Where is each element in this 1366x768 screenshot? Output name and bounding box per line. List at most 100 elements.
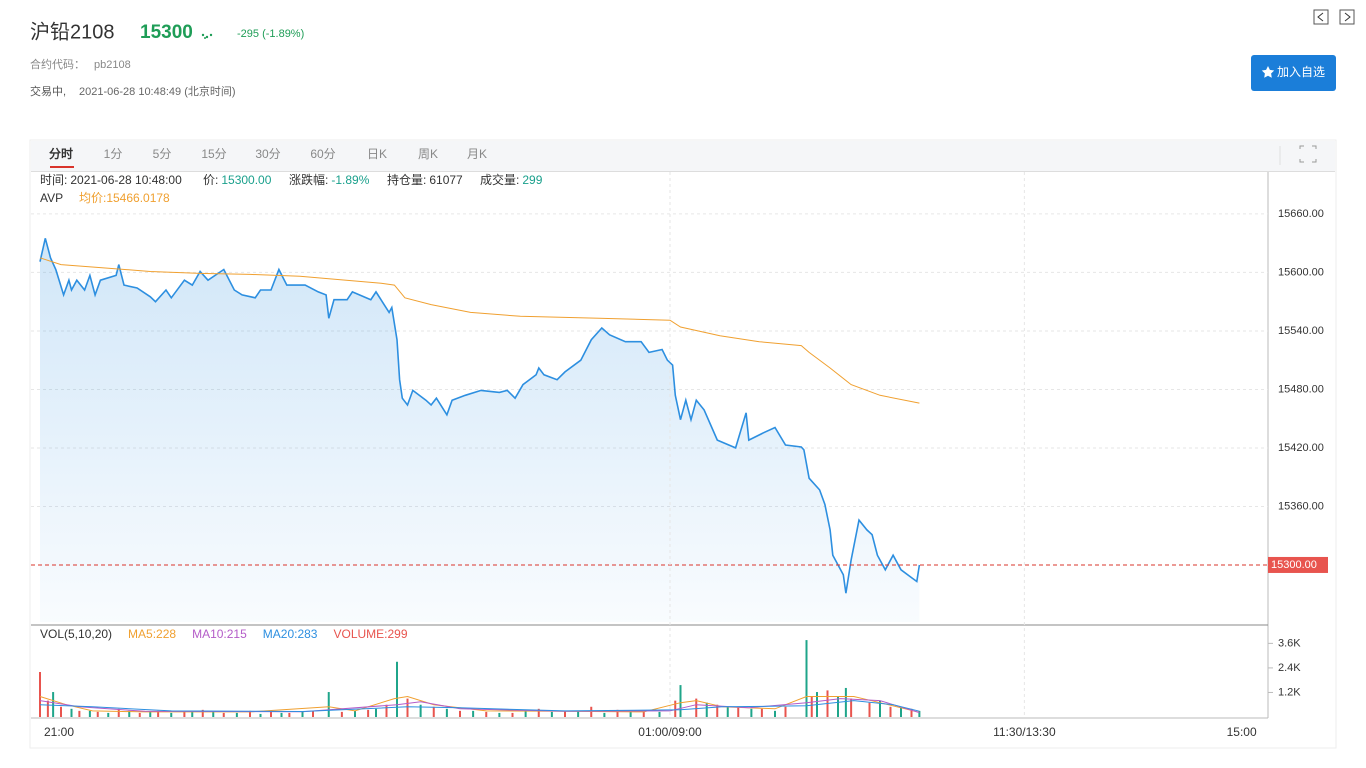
tab[interactable]: 30分 xyxy=(255,147,280,161)
volume-bar xyxy=(511,712,514,717)
volume-bar xyxy=(805,640,808,717)
volume-bar xyxy=(183,711,186,717)
last-price-tag xyxy=(1268,556,1328,573)
info-label: 价: xyxy=(203,173,218,187)
info-label: 持仓量: xyxy=(387,172,426,187)
volume-bar xyxy=(889,706,892,717)
info-label: 时间: xyxy=(40,173,67,187)
volume-bar xyxy=(280,712,283,717)
volume-bar xyxy=(498,712,501,717)
volume-bar xyxy=(138,712,141,717)
info-item: 涨跌幅: -1.89% xyxy=(289,172,370,187)
volume-bar xyxy=(96,711,99,717)
trade-status: 交易中, xyxy=(30,84,66,98)
info-value: 299 xyxy=(522,173,542,187)
volume-bar xyxy=(78,710,81,717)
volume-bar xyxy=(170,712,173,717)
volume-bar xyxy=(385,704,388,717)
y-tick-label: 15540.00 xyxy=(1278,325,1324,337)
volume-bar xyxy=(88,710,91,717)
x-tick-label: 21:00 xyxy=(44,725,74,739)
volume-bar xyxy=(472,710,475,717)
info-value: -1.89% xyxy=(331,173,369,187)
volume-bar xyxy=(774,710,776,717)
volume-bar xyxy=(918,710,921,717)
active-tab-underline xyxy=(50,166,74,168)
tab[interactable]: 1分 xyxy=(104,147,123,161)
volume-bar xyxy=(679,685,682,717)
nav-next[interactable] xyxy=(1339,9,1355,25)
y-tick-label: 15600.00 xyxy=(1278,266,1324,278)
volume-bar xyxy=(249,710,251,717)
tab[interactable]: 5分 xyxy=(153,147,172,161)
tab[interactable]: 周K xyxy=(418,147,438,161)
volume-bar xyxy=(406,698,409,717)
volume-bar xyxy=(716,704,719,717)
avg-price-label: 均价:15466.0178 xyxy=(79,191,170,205)
tab[interactable]: 日K xyxy=(367,147,387,161)
volume-bar xyxy=(837,696,839,717)
info-item: 价: 15300.00 xyxy=(203,173,272,187)
x-tick-label: 15:00 xyxy=(1227,725,1257,739)
volume-bar xyxy=(432,706,435,717)
trend-icon xyxy=(201,33,213,39)
volume-bar xyxy=(327,692,330,717)
info-item: 持仓量: 61077 xyxy=(387,172,463,187)
info-label: 成交量: xyxy=(480,172,519,187)
volume-bar xyxy=(270,711,272,717)
price-area xyxy=(40,238,920,623)
volume-bar xyxy=(577,710,580,717)
volume-bar xyxy=(52,692,55,717)
volume-bar xyxy=(642,711,645,717)
volume-bar xyxy=(658,711,661,717)
volume-bar xyxy=(705,702,708,717)
volume-bar xyxy=(312,710,314,717)
avg-price-line xyxy=(39,257,920,404)
nav-prev[interactable] xyxy=(1313,9,1329,25)
volume-bar xyxy=(128,710,131,717)
code-label: 合约代码： xyxy=(30,57,85,71)
info-item: 成交量: 299 xyxy=(480,172,543,187)
last-price-label: 15300.00 xyxy=(1271,559,1317,571)
legend-entry: MA10:215 xyxy=(192,627,247,641)
y-tick-label: 15660.00 xyxy=(1278,208,1324,220)
volume-bar xyxy=(459,710,461,717)
volume-label: VOLUME:299 xyxy=(333,627,407,641)
y-tick-label: 15420.00 xyxy=(1278,442,1324,454)
volume-bar xyxy=(149,711,152,717)
volume-bar xyxy=(235,712,238,717)
tab[interactable]: 60分 xyxy=(310,147,335,161)
y-tick-label: 1.2K xyxy=(1278,686,1301,698)
volume-bar xyxy=(850,698,853,717)
code: pb2108 xyxy=(94,59,131,71)
fullscreen-icon[interactable] xyxy=(1299,145,1317,163)
volume-bar xyxy=(107,712,110,717)
indicator-label: VOL(5,10,20) xyxy=(40,627,112,641)
volume-bar xyxy=(900,706,902,717)
y-tick-label: 3.6K xyxy=(1278,637,1301,649)
tab[interactable]: 分时 xyxy=(49,146,73,161)
info-item: 时间: 2021-06-28 10:48:00 xyxy=(40,173,182,187)
volume-bar xyxy=(367,709,370,717)
volume-bar xyxy=(191,710,194,717)
add-favorite-button[interactable]: 加入自选 xyxy=(1251,55,1336,91)
volume-bar xyxy=(222,712,225,717)
tab[interactable]: 月K xyxy=(467,147,487,161)
tab[interactable]: 15分 xyxy=(201,147,226,161)
price-line xyxy=(39,238,921,594)
volume-bar xyxy=(375,708,377,717)
volume-bar xyxy=(157,710,160,717)
volume-bar xyxy=(564,710,566,717)
y-tick-label: 2.4K xyxy=(1278,662,1301,674)
volume-bar xyxy=(550,711,553,717)
volume-bar xyxy=(301,711,304,717)
contract-name: 沪铅2108 xyxy=(30,20,115,43)
volume-bar xyxy=(70,708,73,717)
tab-bar xyxy=(31,141,1335,171)
volume-bar xyxy=(737,706,740,717)
volume-legend: VOL(5,10,20) MA5:228 MA10:215 MA20:283 VOLUM… xyxy=(40,627,408,641)
volume-bar xyxy=(674,700,677,717)
volume-bar xyxy=(212,711,215,717)
